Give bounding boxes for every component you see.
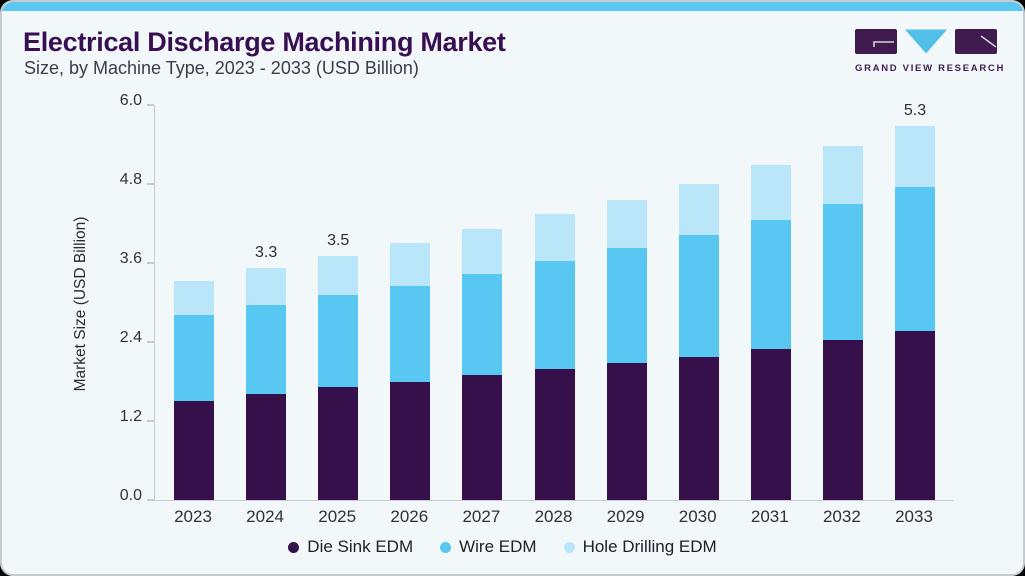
bar-segment-die-sink-edm-2031 <box>750 348 791 500</box>
bar-2032 <box>822 145 863 500</box>
bar-segment-wire-edm-2033 <box>895 187 935 331</box>
bar-2023 <box>174 280 214 500</box>
bar-segment-hole-drilling-edm-2031 <box>750 165 791 221</box>
bar-segment-hole-drilling-edm-2030 <box>678 183 719 235</box>
bar-value-label-2033: 5.3 <box>903 101 927 119</box>
bar-segment-wire-edm-2030 <box>678 234 719 357</box>
bar-2024 <box>246 267 287 500</box>
y-tick-label: 0.0 <box>119 487 142 504</box>
bar-segment-wire-edm-2031 <box>750 220 791 349</box>
x-tick-label-2030: 2030 <box>678 507 717 526</box>
y-tick-label: 6.0 <box>119 92 142 109</box>
bar-segment-hole-drilling-edm-2025 <box>318 255 359 295</box>
bar-2027 <box>462 229 503 500</box>
legend-label: Die Sink EDM <box>307 537 414 556</box>
top-accent-bar <box>2 2 1023 11</box>
page-subtitle: Size, by Machine Type, 2023 - 2033 (USD … <box>24 58 419 78</box>
legend-label: Hole Drilling EDM <box>582 537 717 556</box>
bar-segment-wire-edm-2028 <box>534 260 575 370</box>
bar-segment-wire-edm-2024 <box>246 304 287 395</box>
bar-segment-hole-drilling-edm-2023 <box>174 280 214 316</box>
bar-segment-die-sink-edm-2029 <box>606 362 647 500</box>
x-tick-label-2025: 2025 <box>318 507 357 526</box>
legend-dot-icon <box>440 541 452 553</box>
bar-value-label-2024: 3.3 <box>254 243 278 261</box>
bar-segment-die-sink-edm-2024 <box>246 394 287 500</box>
bar-2026 <box>390 243 431 500</box>
y-tick-mark <box>147 183 154 185</box>
x-tick-label-2024: 2024 <box>246 507 285 526</box>
bar-segment-die-sink-edm-2028 <box>534 369 575 500</box>
legend-item-hole-drilling-edm: Hole Drilling EDM <box>563 537 717 557</box>
x-tick-label-2028: 2028 <box>534 507 573 526</box>
y-tick-label: 2.4 <box>119 329 142 346</box>
y-axis-title: Market Size (USD Billion) <box>72 216 89 392</box>
x-tick-label-2033: 2033 <box>895 507 933 526</box>
bar-segment-hole-drilling-edm-2029 <box>606 199 647 249</box>
y-tick-label: 4.8 <box>119 171 142 188</box>
x-tick-label-2026: 2026 <box>390 507 429 526</box>
legend-dot-icon <box>288 541 300 553</box>
legend-item-wire-edm: Wire EDM <box>440 537 537 557</box>
bar-segment-wire-edm-2029 <box>606 248 647 363</box>
x-tick-label-2032: 2032 <box>822 507 861 526</box>
gvr-logo-icon <box>855 29 997 54</box>
bar-segment-wire-edm-2027 <box>462 273 503 376</box>
bar-2030 <box>678 183 719 500</box>
y-tick-mark <box>147 104 154 106</box>
y-tick-mark <box>147 420 154 422</box>
bar-segment-die-sink-edm-2025 <box>318 387 359 500</box>
y-tick-label: 1.2 <box>119 408 142 425</box>
bar-2028 <box>534 214 575 500</box>
y-tick-label: 3.6 <box>119 250 142 267</box>
y-tick-mark <box>147 499 154 501</box>
page-title: Electrical Discharge Machining Market <box>23 27 506 57</box>
bar-segment-hole-drilling-edm-2033 <box>895 125 935 188</box>
y-tick-mark <box>147 262 154 264</box>
bar-value-label-2025: 3.5 <box>327 231 350 249</box>
bar-2031 <box>750 165 791 500</box>
plot-area: 3.3 3.5 5.3 <box>154 101 953 501</box>
bar-segment-wire-edm-2032 <box>822 203 863 340</box>
legend-dot-icon <box>563 541 575 553</box>
bar-segment-hole-drilling-edm-2024 <box>246 267 287 305</box>
bar-segment-die-sink-edm-2026 <box>390 382 431 500</box>
bar-segment-wire-edm-2026 <box>390 285 431 383</box>
bar-segment-hole-drilling-edm-2028 <box>534 214 575 261</box>
bar-segment-hole-drilling-edm-2026 <box>390 243 431 286</box>
bar-segment-hole-drilling-edm-2032 <box>822 145 863 204</box>
bar-segment-die-sink-edm-2033 <box>895 330 935 500</box>
grand-view-research-logo: GRAND VIEW RESEARCH <box>855 29 1006 74</box>
bar-2033 <box>895 125 935 500</box>
y-tick-mark <box>147 341 154 343</box>
x-tick-label-2023: 2023 <box>174 507 212 526</box>
x-tick-label-2029: 2029 <box>606 507 645 526</box>
bar-segment-die-sink-edm-2030 <box>678 356 719 500</box>
bar-segment-die-sink-edm-2027 <box>462 375 503 500</box>
bar-segment-wire-edm-2023 <box>174 315 214 401</box>
x-tick-label-2031: 2031 <box>750 507 789 526</box>
bar-segment-die-sink-edm-2023 <box>174 400 214 500</box>
chart-legend: Die Sink EDM Wire EDM Hole Drilling EDM <box>2 537 1015 557</box>
bar-2029 <box>606 199 647 500</box>
bar-2025 <box>318 255 359 500</box>
logo-wordmark: GRAND VIEW RESEARCH <box>855 63 1006 74</box>
bar-segment-hole-drilling-edm-2027 <box>462 229 503 274</box>
bar-segment-die-sink-edm-2032 <box>822 339 863 500</box>
legend-label: Wire EDM <box>459 537 537 556</box>
legend-item-die-sink-edm: Die Sink EDM <box>288 537 413 557</box>
bar-segment-wire-edm-2025 <box>318 294 359 388</box>
x-tick-label-2027: 2027 <box>462 507 501 526</box>
